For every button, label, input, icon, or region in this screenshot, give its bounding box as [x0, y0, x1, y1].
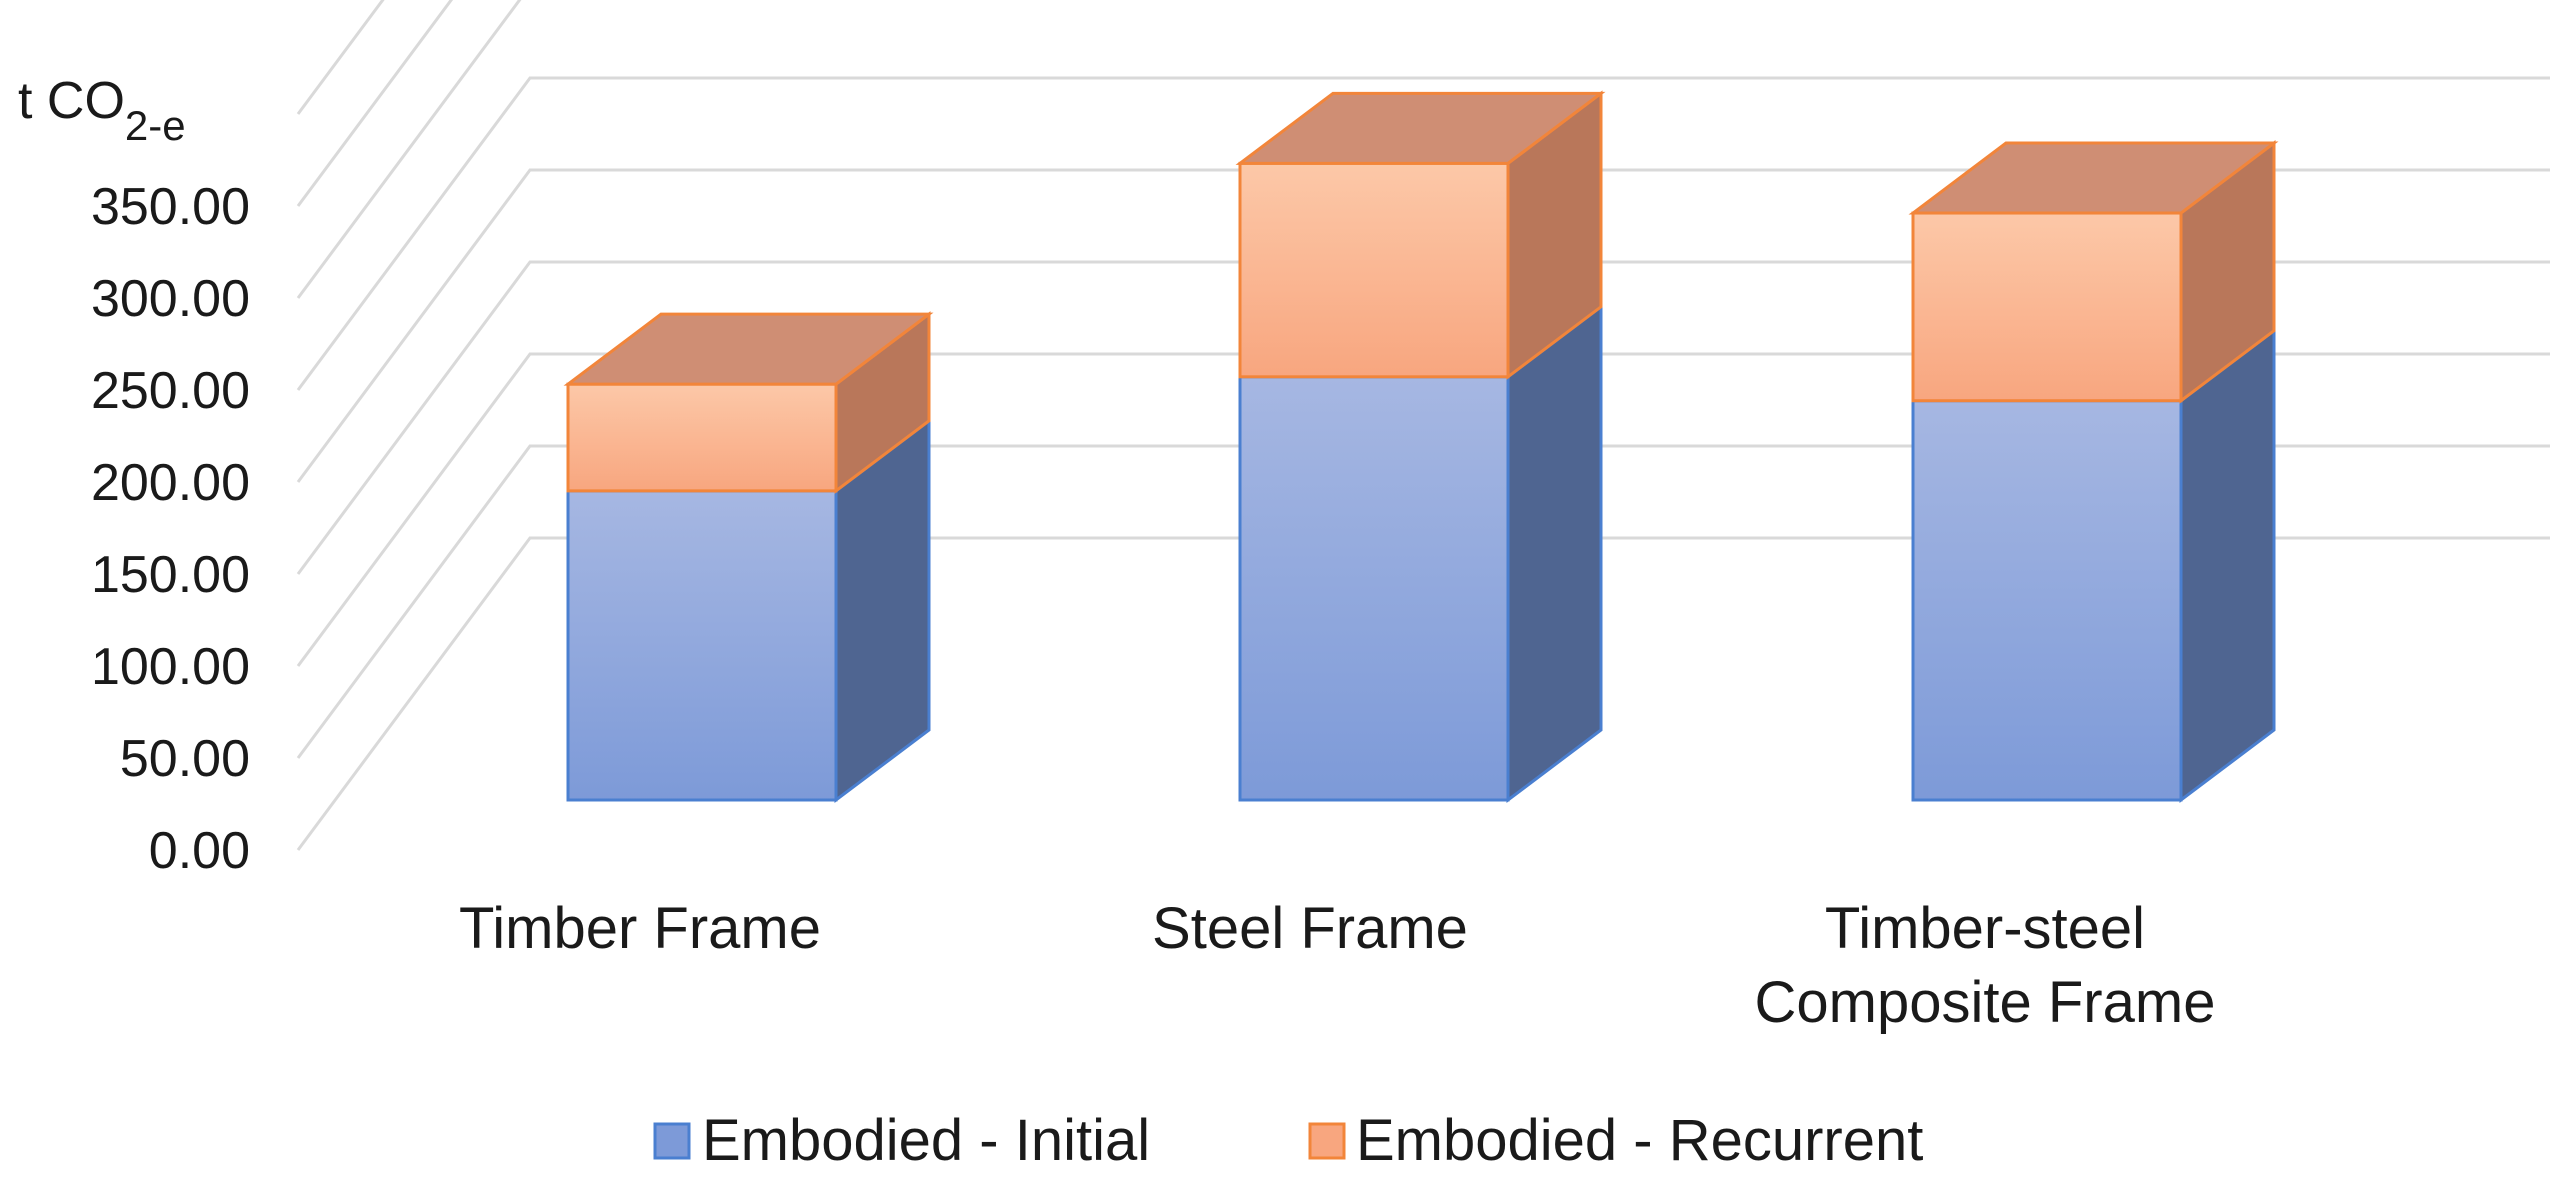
bar-recurrent-top	[1235, 91, 1606, 165]
x-category-label: Timber Frame	[459, 896, 821, 961]
bar-recurrent	[1911, 211, 2183, 403]
bar-initial	[1911, 399, 2183, 802]
bar-initial	[1238, 375, 1510, 802]
y-tick-label: 350.00	[91, 178, 250, 236]
bar-recurrent-top	[563, 312, 934, 386]
gridline	[296, 260, 2550, 575]
y-tick-label: 200.00	[91, 454, 250, 512]
legend-label-initial: Embodied - Initial	[702, 1108, 1150, 1173]
bar-initial	[566, 489, 838, 802]
gridlines	[296, 0, 2550, 851]
gridline	[296, 0, 385, 115]
legend-swatch-recurrent	[1308, 1122, 1346, 1160]
y-unit-main: t CO	[18, 72, 125, 130]
bar-recurrent	[1238, 161, 1510, 379]
bars	[563, 90, 2279, 804]
gridline	[296, 168, 2550, 483]
legend-swatch-initial	[653, 1122, 691, 1160]
legend-label-recurrent: Embodied - Recurrent	[1356, 1108, 1923, 1173]
legend: Embodied - Initial Embodied - Recurrent	[653, 1108, 1923, 1173]
x-category-label: Steel Frame	[1152, 896, 1468, 961]
y-tick-label: 150.00	[91, 546, 250, 604]
y-tick-label: 0.00	[149, 822, 250, 880]
y-tick-label: 300.00	[91, 270, 250, 328]
y-tick-label: 100.00	[91, 638, 250, 696]
bar-recurrent-top	[1908, 141, 2279, 215]
gridline	[296, 352, 2550, 667]
gridline	[296, 0, 454, 207]
y-axis-unit: t CO2-e	[18, 72, 186, 149]
gridline	[296, 444, 2550, 759]
y-tick-label: 50.00	[120, 730, 250, 788]
bar-initial-side	[2179, 327, 2276, 804]
bar-recurrent	[566, 382, 838, 493]
x-category-label: Composite Frame	[1755, 970, 2216, 1035]
y-unit-subscript: 2-e	[125, 102, 186, 149]
y-axis-ticks: 0.00 50.00 100.00 150.00 200.00 250.00 300.00 3…	[91, 178, 250, 880]
gridline	[296, 0, 522, 299]
y-tick-label: 250.00	[91, 362, 250, 420]
x-axis-categories: Timber Frame Steel Frame Timber-steel Compo…	[459, 896, 2215, 1035]
gridline	[296, 536, 2550, 851]
bar-initial-side	[1506, 303, 1603, 804]
gridline	[296, 76, 2550, 391]
x-category-label: Timber-steel	[1825, 896, 2145, 961]
